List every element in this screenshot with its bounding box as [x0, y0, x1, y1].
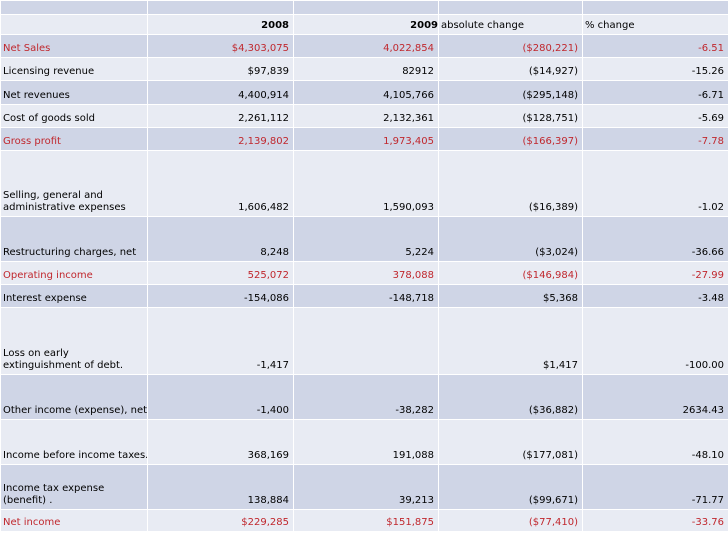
- row-label: Income before income taxes.: [0, 419, 148, 465]
- cell-2009: -38,282: [293, 374, 439, 420]
- cell-2009: 5,224: [293, 216, 439, 262]
- cell-2008: -1,400: [147, 374, 294, 420]
- cell-absolute-change: ($36,882): [438, 374, 583, 420]
- cell-percent-change: -1.02: [582, 150, 728, 217]
- table-row: Income tax expense (benefit) . 138,884 3…: [0, 464, 728, 510]
- cell-percent-change: -5.69: [582, 104, 728, 128]
- table-row: Operating income 525,072 378,088 ($146,9…: [0, 261, 728, 285]
- cell-2008: 368,169: [147, 419, 294, 465]
- top-spacer-row: [0, 0, 728, 15]
- cell-percent-change: -48.10: [582, 419, 728, 465]
- row-label: Operating income: [0, 261, 148, 285]
- row-label: Restructuring charges, net: [0, 216, 148, 262]
- row-label: Licensing revenue: [0, 57, 148, 81]
- cell-2008: 2,261,112: [147, 104, 294, 128]
- row-label: Selling, general and administrative expe…: [0, 150, 148, 217]
- cell-percent-change: -71.77: [582, 464, 728, 510]
- cell-2008: 8,248: [147, 216, 294, 262]
- row-label: Loss on early extinguishment of debt.: [0, 307, 148, 375]
- cell-2008: 2,139,802: [147, 127, 294, 151]
- cell-percent-change: -33.76: [582, 509, 728, 532]
- cell-2009: 4,105,766: [293, 80, 439, 105]
- row-label: Net Sales: [0, 34, 148, 58]
- row-label: Net revenues: [0, 80, 148, 105]
- cell-absolute-change: ($3,024): [438, 216, 583, 262]
- table-row: Cost of goods sold 2,261,112 2,132,361 (…: [0, 104, 728, 128]
- row-label: Interest expense: [0, 284, 148, 308]
- cell-2008: -154,086: [147, 284, 294, 308]
- cell-2008: 138,884: [147, 464, 294, 510]
- table-row: Net Sales $4,303,075 4,022,854 ($280,221…: [0, 34, 728, 58]
- cell-2009: 378,088: [293, 261, 439, 285]
- table-row: Licensing revenue $97,839 82912 ($14,927…: [0, 57, 728, 81]
- header-2008: 2008: [147, 14, 294, 35]
- cell-absolute-change: ($77,410): [438, 509, 583, 532]
- cell-absolute-change: ($128,751): [438, 104, 583, 128]
- cell-2008: $97,839: [147, 57, 294, 81]
- table-row: Gross profit 2,139,802 1,973,405 ($166,3…: [0, 127, 728, 151]
- spacer-cell: [582, 0, 728, 15]
- cell-2008: $4,303,075: [147, 34, 294, 58]
- cell-percent-change: -6.71: [582, 80, 728, 105]
- cell-2008: 4,400,914: [147, 80, 294, 105]
- row-label: Net income: [0, 509, 148, 532]
- cell-absolute-change: $5,368: [438, 284, 583, 308]
- row-label: Other income (expense), net: [0, 374, 148, 420]
- cell-percent-change: -3.48: [582, 284, 728, 308]
- table-row: Other income (expense), net -1,400 -38,2…: [0, 374, 728, 420]
- spacer-cell: [147, 0, 294, 15]
- table-row: Selling, general and administrative expe…: [0, 150, 728, 217]
- spacer-cell: [0, 0, 148, 15]
- cell-absolute-change: ($166,397): [438, 127, 583, 151]
- cell-absolute-change: ($280,221): [438, 34, 583, 58]
- cell-absolute-change: $1,417: [438, 307, 583, 375]
- cell-2009: 4,022,854: [293, 34, 439, 58]
- cell-percent-change: -36.66: [582, 216, 728, 262]
- cell-2008: 1,606,482: [147, 150, 294, 217]
- cell-percent-change: -100.00: [582, 307, 728, 375]
- cell-2009: 1,590,093: [293, 150, 439, 217]
- cell-2008: $229,285: [147, 509, 294, 532]
- cell-absolute-change: ($14,927): [438, 57, 583, 81]
- table-row: Loss on early extinguishment of debt. -1…: [0, 307, 728, 375]
- cell-2009: 82912: [293, 57, 439, 81]
- cell-percent-change: -15.26: [582, 57, 728, 81]
- cell-2009: -148,718: [293, 284, 439, 308]
- cell-absolute-change: ($295,148): [438, 80, 583, 105]
- table-row: Income before income taxes. 368,169 191,…: [0, 419, 728, 465]
- cell-2009: 191,088: [293, 419, 439, 465]
- cell-2009: 2,132,361: [293, 104, 439, 128]
- table-row: Interest expense -154,086 -148,718 $5,36…: [0, 284, 728, 308]
- cell-absolute-change: ($177,081): [438, 419, 583, 465]
- header-percent-change: % change: [582, 14, 728, 35]
- header-label-cell: [0, 14, 148, 35]
- row-label: Gross profit: [0, 127, 148, 151]
- cell-percent-change: -27.99: [582, 261, 728, 285]
- header-row: 2008 2009 absolute change % change: [0, 14, 728, 35]
- cell-percent-change: -6.51: [582, 34, 728, 58]
- cell-absolute-change: ($99,671): [438, 464, 583, 510]
- table-row: Net revenues 4,400,914 4,105,766 ($295,1…: [0, 80, 728, 105]
- cell-2009: 39,213: [293, 464, 439, 510]
- table-row: Net income $229,285 $151,875 ($77,410) -…: [0, 509, 728, 532]
- cell-2009: 1,973,405: [293, 127, 439, 151]
- cell-2008: -1,417: [147, 307, 294, 375]
- header-absolute-change: absolute change: [438, 14, 583, 35]
- spacer-cell: [438, 0, 583, 15]
- row-label: Cost of goods sold: [0, 104, 148, 128]
- cell-percent-change: -7.78: [582, 127, 728, 151]
- income-statement-table: 2008 2009 absolute change % change Net S…: [0, 0, 728, 532]
- cell-2009: [293, 307, 439, 375]
- cell-percent-change: 2634.43: [582, 374, 728, 420]
- header-2009: 2009: [293, 14, 439, 35]
- cell-absolute-change: ($16,389): [438, 150, 583, 217]
- row-label: Income tax expense (benefit) .: [0, 464, 148, 510]
- cell-absolute-change: ($146,984): [438, 261, 583, 285]
- cell-2008: 525,072: [147, 261, 294, 285]
- spacer-cell: [293, 0, 439, 15]
- cell-2009: $151,875: [293, 509, 439, 532]
- table-row: Restructuring charges, net 8,248 5,224 (…: [0, 216, 728, 262]
